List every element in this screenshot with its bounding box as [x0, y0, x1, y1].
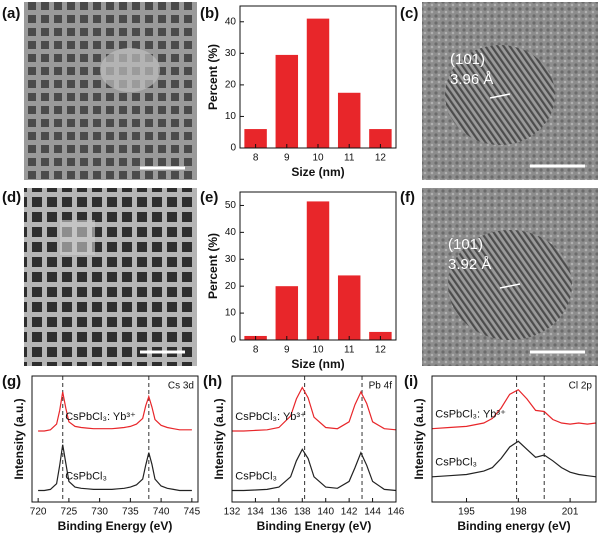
- bar: [369, 331, 392, 340]
- micrograph-c: [422, 2, 598, 180]
- y-tick-label: 20: [225, 281, 237, 292]
- series-label: CsPbCl₃: Yb³⁺: [235, 411, 306, 423]
- panel-label: (f): [400, 189, 415, 206]
- panel-label: (e): [200, 189, 218, 206]
- y-axis-label: Intensity (a.u.): [412, 398, 426, 479]
- y-tick-label: 0: [230, 143, 236, 154]
- y-axis-label: Intensity (a.u.): [12, 398, 26, 479]
- bar: [337, 92, 361, 148]
- series-label: CsPbCl₃: Yb³⁺: [435, 409, 506, 421]
- panel-label: (a): [2, 5, 20, 22]
- x-axis-label: Binding energy (eV): [457, 519, 570, 533]
- panel-label: (b): [200, 5, 219, 22]
- panel-label: (g): [2, 373, 21, 390]
- x-tick-label: 142: [341, 507, 358, 518]
- x-tick-label: 8: [253, 153, 259, 164]
- bar: [275, 286, 299, 340]
- x-tick-label: 10: [312, 153, 324, 164]
- y-tick-label: 40: [225, 16, 237, 27]
- series-line: [232, 386, 397, 432]
- x-tick-label: 9: [284, 153, 290, 164]
- series-label: CsPbCl₃: [435, 457, 477, 469]
- lattice-plane: (101): [450, 51, 485, 68]
- series-line: [431, 440, 597, 478]
- x-axis-label: Binding Energy (eV): [58, 519, 173, 533]
- x-tick-label: 201: [562, 507, 579, 518]
- y-tick-label: 40: [225, 227, 237, 238]
- x-tick-label: 11: [344, 345, 355, 356]
- lattice-spacing: 3.92 Å: [448, 256, 491, 273]
- series-line: [431, 388, 597, 430]
- x-tick-label: 11: [344, 153, 355, 164]
- x-tick-label: 195: [458, 507, 475, 518]
- y-tick-label: 30: [225, 254, 237, 265]
- bar: [369, 129, 392, 148]
- x-tick-label: 740: [153, 507, 170, 518]
- x-tick-label: 132: [224, 507, 241, 518]
- lattice-spacing: 3.96 Å: [450, 71, 493, 88]
- plot-frame: [239, 5, 397, 149]
- series-label: CsPbCl₃: [65, 470, 107, 482]
- bar: [337, 275, 361, 340]
- x-tick-label: 146: [388, 507, 405, 518]
- x-tick-label: 198: [510, 507, 527, 518]
- series-line: [38, 444, 192, 492]
- series-line: [232, 448, 397, 492]
- x-tick-label: 134: [247, 507, 264, 518]
- y-tick-label: 20: [225, 80, 237, 91]
- bar: [275, 54, 299, 148]
- x-tick-label: 12: [375, 345, 387, 356]
- micrograph-f: [422, 188, 598, 366]
- x-tick-label: 735: [122, 507, 139, 518]
- panel-label: (c): [400, 5, 418, 22]
- y-tick-label: 30: [225, 48, 237, 59]
- x-tick-label: 136: [271, 507, 288, 518]
- annotation: Pb 4f: [369, 381, 393, 392]
- y-axis-label: Percent (%): [206, 44, 220, 110]
- panel-label: (d): [2, 189, 21, 206]
- x-tick-label: 144: [364, 507, 381, 518]
- x-tick-label: 725: [61, 507, 78, 518]
- y-axis-label: Percent (%): [206, 233, 220, 299]
- lattice-plane: (101): [448, 236, 483, 253]
- x-tick-label: 140: [317, 507, 334, 518]
- annotation: Cl 2p: [569, 381, 593, 392]
- y-axis-label: Intensity (a.u.): [212, 398, 226, 479]
- y-tick-label: 0: [230, 335, 236, 346]
- series-label: CsPbCl₃: [235, 470, 277, 482]
- plot-frame: [231, 375, 397, 503]
- panel-label: (h): [203, 373, 222, 390]
- panel-label: (i): [404, 373, 418, 390]
- bar: [306, 18, 330, 148]
- annotation: Cs 3d: [168, 381, 194, 392]
- plot-frame: [31, 375, 199, 503]
- bar: [306, 201, 330, 340]
- x-tick-label: 720: [30, 507, 47, 518]
- x-tick-label: 138: [294, 507, 311, 518]
- y-tick-label: 10: [225, 111, 237, 122]
- series-line: [38, 391, 192, 432]
- series-label: CsPbCl₃: Yb³⁺: [65, 411, 136, 423]
- x-tick-label: 745: [184, 507, 201, 518]
- x-tick-label: 10: [312, 345, 324, 356]
- x-axis-label: Size (nm): [291, 357, 344, 371]
- y-tick-label: 50: [225, 200, 237, 211]
- x-tick-label: 9: [284, 345, 290, 356]
- y-tick-label: 10: [225, 308, 237, 319]
- micrograph-d: [24, 188, 197, 366]
- x-axis-label: Binding Energy (eV): [257, 519, 372, 533]
- x-axis-label: Size (nm): [291, 165, 344, 179]
- micrograph-a: [24, 2, 197, 180]
- plot-frame: [431, 375, 597, 503]
- x-tick-label: 8: [253, 345, 259, 356]
- x-tick-label: 12: [375, 153, 387, 164]
- plot-frame: [239, 191, 397, 341]
- bar: [244, 129, 267, 148]
- x-tick-label: 730: [91, 507, 108, 518]
